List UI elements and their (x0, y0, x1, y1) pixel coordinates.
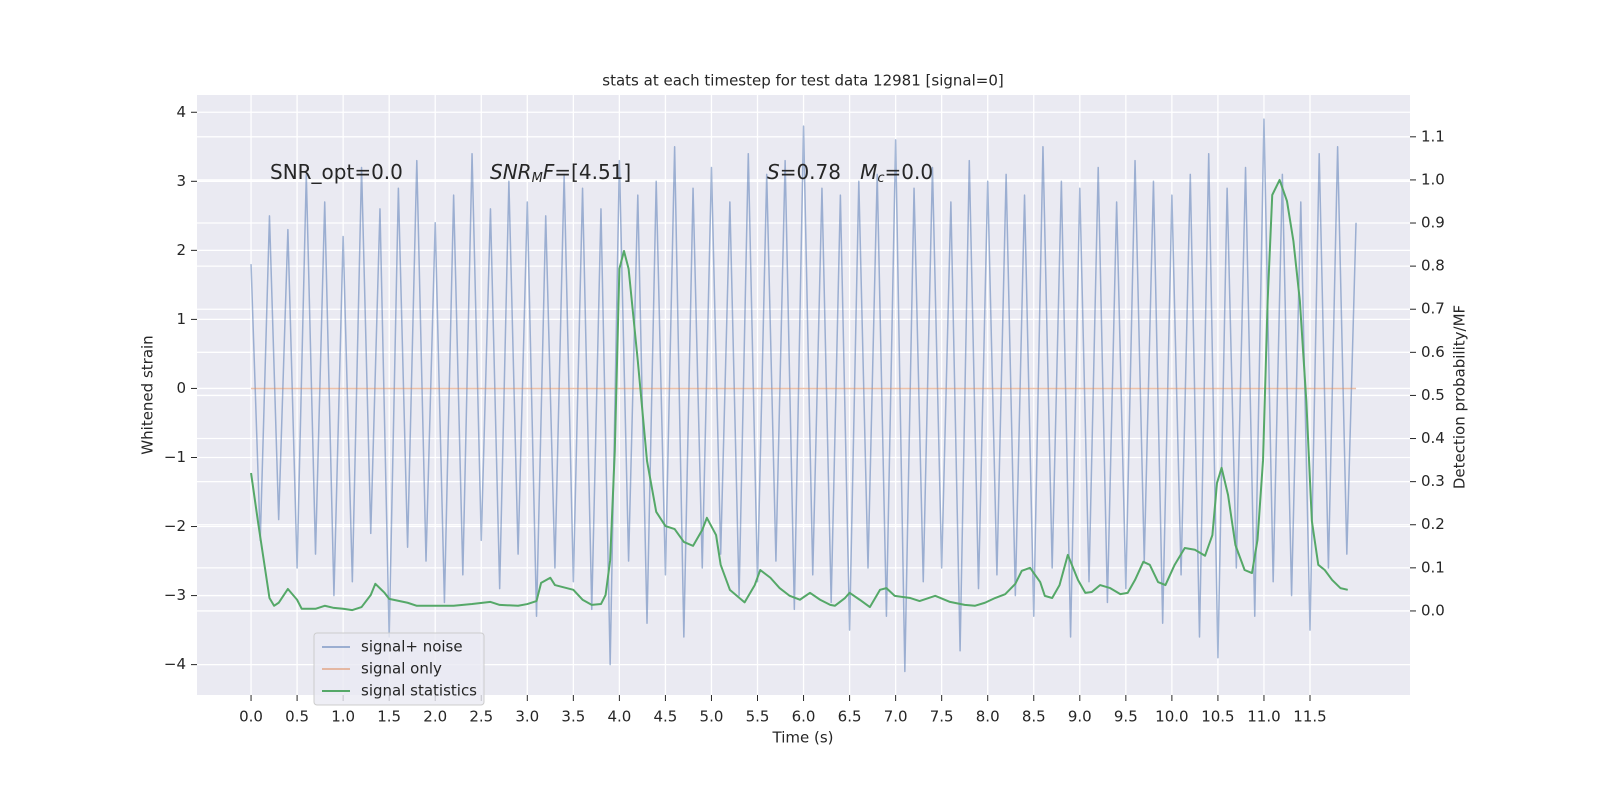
y2-tick-label: 0.6 (1421, 343, 1445, 361)
y-tick-label: −2 (164, 517, 186, 535)
x-tick-label: 4.5 (653, 708, 677, 726)
x-tick-label: 3.0 (515, 708, 539, 726)
y2-tick-label: 0.3 (1421, 472, 1445, 490)
y2-tick-label: 0.7 (1421, 300, 1445, 318)
legend-label: signal only (361, 660, 442, 678)
legend-label: signal statistics (361, 682, 477, 700)
y-tick-label: 0 (176, 379, 186, 397)
x-tick-label: 9.0 (1068, 708, 1092, 726)
chart-title: stats at each timestep for test data 129… (602, 72, 1003, 90)
y-tick-label: 3 (176, 172, 186, 190)
y2-tick-label: 0.0 (1421, 601, 1445, 619)
annotation: SNRMF=[4.51] (490, 160, 631, 186)
x-tick-label: 5.5 (746, 708, 770, 726)
x-tick-label: 10.0 (1155, 708, 1188, 726)
x-tick-label: 5.0 (700, 708, 724, 726)
annotation-text: =[4.51] (554, 160, 631, 184)
annotation-subscript: M (532, 171, 543, 186)
y2-tick-label: 0.2 (1421, 515, 1445, 533)
y-tick-label: −3 (164, 586, 186, 604)
x-tick-label: 1.5 (377, 708, 401, 726)
annotation-text: S (767, 160, 780, 184)
y-axis-label: Whitened strain (139, 335, 157, 454)
x-tick-label: 8.5 (1022, 708, 1046, 726)
x-tick-label: 3.5 (561, 708, 585, 726)
legend: signal+ noise signal only signal statistic… (313, 632, 485, 706)
y-tick-label: −1 (164, 448, 186, 466)
x-tick-label: 1.0 (331, 708, 355, 726)
x-tick-label: 7.5 (930, 708, 954, 726)
y2-axis-label: Detection probability/MF (1451, 305, 1469, 489)
annotation-text: M (860, 160, 877, 184)
x-tick-label: 7.0 (884, 708, 908, 726)
y-tick-label: 1 (176, 310, 186, 328)
x-tick-label: 0.0 (239, 708, 263, 726)
annotation-text: SNR_opt=0.0 (270, 160, 403, 184)
y-tick-label: 2 (176, 241, 186, 259)
y-tick-label: −4 (164, 655, 186, 673)
y2-tick-label: 0.9 (1421, 214, 1445, 232)
x-tick-label: 6.5 (838, 708, 862, 726)
y2-tick-label: 0.8 (1421, 257, 1445, 275)
marks (250, 118, 1357, 673)
annotation-text: =0.78 (780, 160, 860, 184)
series-line (250, 178, 1348, 612)
annotation-text: =0.0 (885, 160, 934, 184)
x-axis-label: Time (s) (772, 729, 834, 747)
y-tick-label: 4 (176, 103, 186, 121)
x-tick-label: 4.0 (607, 708, 631, 726)
legend-box (313, 632, 485, 706)
annotation-text: F (543, 160, 555, 184)
annotation: SNR_opt=0.0 (270, 160, 403, 184)
x-tick-label: 2.0 (423, 708, 447, 726)
y2-tick-label: 1.0 (1421, 170, 1445, 188)
x-tick-label: 8.0 (976, 708, 1000, 726)
x-tick-label: 10.5 (1201, 708, 1234, 726)
annotation-subscript: c (877, 171, 884, 186)
y2-tick-label: 1.1 (1421, 127, 1445, 145)
x-tick-label: 11.5 (1293, 708, 1326, 726)
y2-tick-label: 0.5 (1421, 386, 1445, 404)
legend-label: signal+ noise (361, 638, 463, 656)
x-tick-label: 11.0 (1247, 708, 1280, 726)
x-tick-label: 6.0 (792, 708, 816, 726)
x-tick-label: 2.5 (469, 708, 493, 726)
grid: −4 −3 −2 −1 0 1 2 3 4 0.0 0.1 0.2 0.3 0.4 0.5 0.6 0.7 0.8… (164, 95, 1445, 726)
x-tick-label: 0.5 (285, 708, 309, 726)
annotation: S=0.78 Mc=0.0 (767, 160, 933, 186)
y2-tick-label: 0.1 (1421, 558, 1445, 576)
series-line (250, 118, 1357, 673)
annotation-text: SNR (490, 160, 532, 184)
y2-tick-label: 0.4 (1421, 429, 1445, 447)
x-tick-label: 9.5 (1114, 708, 1138, 726)
